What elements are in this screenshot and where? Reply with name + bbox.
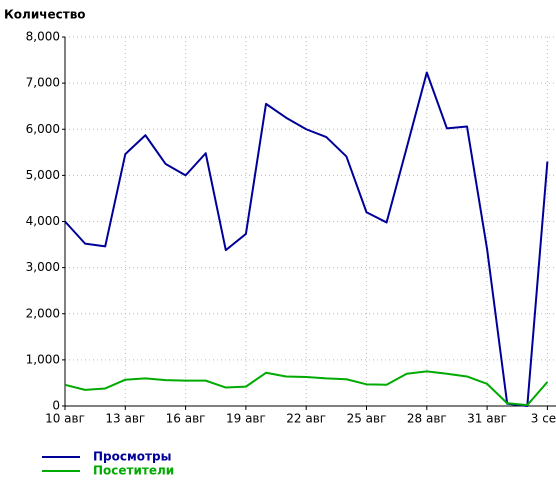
y-tick-label: 2,000 xyxy=(26,306,60,320)
y-tick-label: 5,000 xyxy=(26,168,60,182)
y-tick-label: 8,000 xyxy=(26,30,60,44)
y-tick-label: 1,000 xyxy=(26,352,60,366)
legend-label: Посетители xyxy=(93,464,174,478)
x-tick-label: 3 сен xyxy=(531,412,556,426)
y-tick-label: 7,000 xyxy=(26,76,60,90)
x-tick-label: 25 авг xyxy=(347,412,387,426)
series-line xyxy=(64,71,549,407)
x-tick-label: 10 авг xyxy=(45,412,85,426)
y-tick-label: 3,000 xyxy=(26,260,60,274)
y-tick-label: 4,000 xyxy=(26,214,60,228)
legend-label: Просмотры xyxy=(93,450,171,464)
x-tick-label: 22 авг xyxy=(286,412,326,426)
x-tick-label: 28 авг xyxy=(407,412,447,426)
x-tick-label: 13 авг xyxy=(105,412,145,426)
series-line xyxy=(64,370,549,407)
x-tick-label: 19 авг xyxy=(226,412,266,426)
x-tick-label: 16 авг xyxy=(166,412,206,426)
y-tick-label: 6,000 xyxy=(26,122,60,136)
y-tick-label: 0 xyxy=(52,399,60,413)
x-tick-label: 31 авг xyxy=(467,412,507,426)
y-axis-title: Количество xyxy=(4,8,86,22)
